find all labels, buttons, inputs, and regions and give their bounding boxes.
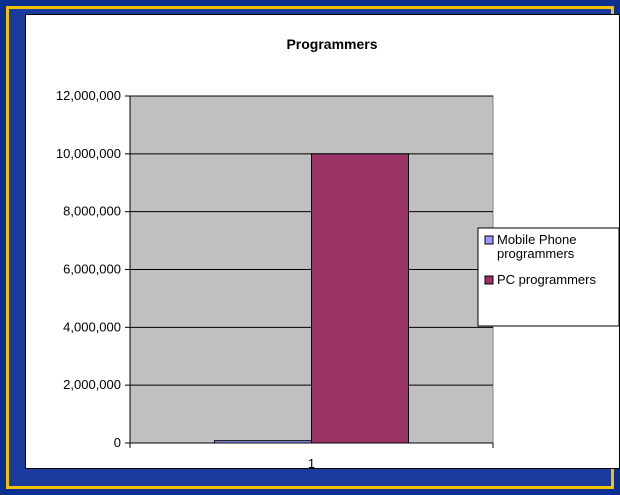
y-tick-label: 12,000,000 <box>56 88 121 103</box>
legend-label: Mobile Phone <box>497 232 577 247</box>
x-tick-label: 1 <box>308 456 315 470</box>
y-tick-label: 10,000,000 <box>56 146 121 161</box>
legend-swatch <box>484 275 494 285</box>
legend-swatch <box>484 235 494 245</box>
bar-pc-programmers <box>311 153 409 444</box>
chart-title: Programmers <box>286 36 377 52</box>
legend-label: PC programmers <box>497 272 596 287</box>
y-tick-label: 2,000,000 <box>63 377 121 392</box>
legend-box <box>477 227 620 327</box>
y-tick-label: 6,000,000 <box>63 262 121 277</box>
chart-svg: Programmers 0 2,000,000 4,000,000 6,000,000… <box>56 36 620 470</box>
y-tick-label: 0 <box>114 435 121 450</box>
plot-area: 0 2,000,000 4,000,000 6,000,000 8,000,000 10,… <box>56 88 494 470</box>
chart-area: Programmers 0 2,000,000 4,000,000 6,000,000… <box>25 14 620 470</box>
y-tick-label: 4,000,000 <box>63 319 121 334</box>
legend-label: programmers <box>497 246 575 261</box>
bar-mobile-phone-programmers <box>214 440 312 444</box>
y-tick-label: 8,000,000 <box>63 204 121 219</box>
